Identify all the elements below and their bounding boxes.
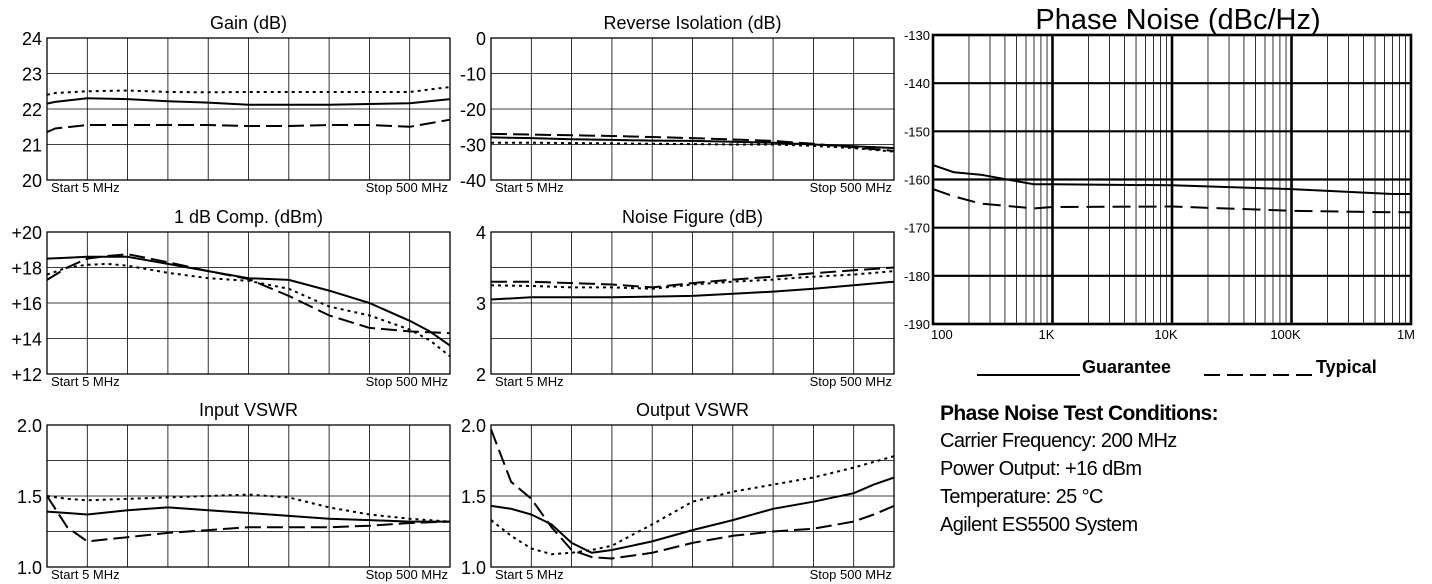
x-start-label: Start 5 MHz [51,374,120,389]
chart-2: Reverse Isolation (dB) 0 -10 -20 -30 -40 Start… [460,13,895,195]
series-line-dashed [46,253,451,335]
series-line-dotted [490,270,895,290]
y-tick-label: +20 [11,223,42,243]
legend-label-guarantee: Guarantee [1082,357,1171,377]
series-line-dashed [491,266,895,289]
y-tick-label: -130 [904,28,930,43]
y-tick-label: 23 [22,65,42,85]
x-tick-label: 100K [1270,327,1301,342]
y-tick-label: 2.0 [461,416,486,436]
chart-title: 1 dB Comp. (dBm) [174,207,323,227]
conditions-heading: Phase Noise Test Conditions: [940,402,1219,425]
y-tick-label: -20 [460,100,486,120]
y-tick-label: 2.0 [17,416,42,436]
series-line-dotted [46,493,451,523]
y-tick-label: -150 [904,124,930,139]
x-stop-label: Stop 500 MHz [366,180,448,195]
x-stop-label: Stop 500 MHz [810,180,892,195]
chart-4: Noise Figure (dB) 4 3 2 Start 5 MHz Stop 500 … [476,207,895,389]
condition-temperature: Temperature: 25 °C [940,486,1103,508]
condition-system: Agilent ES5500 System [940,514,1138,536]
x-start-label: Start 5 MHz [51,180,120,195]
y-tick-label: -30 [460,136,486,156]
series-line-solid [490,280,895,301]
chart-title: Phase Noise (dBc/Hz) [1035,4,1320,36]
series-line-dashed [46,495,451,543]
legend: Guarantee Typical [977,357,1377,377]
plot-frame [490,37,895,181]
y-tick-label: 2 [476,365,486,385]
y-tick-label: -10 [460,65,486,85]
chart-title: Input VSWR [199,400,298,420]
series-line-dashed [490,428,895,560]
y-tick-label: 0 [476,29,486,49]
x-tick-label: 10K [1154,327,1177,342]
y-tick-label: 22 [22,100,42,120]
series-line-solid [46,506,450,523]
x-stop-label: Stop 500 MHz [366,374,448,389]
test-conditions: Phase Noise Test Conditions: Carrier Fre… [940,400,1219,539]
y-tick-label: 1.5 [461,487,486,507]
y-tick-label: +14 [11,330,42,350]
chart-5: Input VSWR 2.0 1.5 1.0 Start 5 MHz Stop 500 M… [17,400,451,582]
series-line-solid [46,97,451,106]
chart-title: Noise Figure (dB) [622,207,763,227]
condition-power-output: Power Output: +16 dBm [940,458,1142,480]
y-tick-label: +12 [11,365,42,385]
y-tick-label: 1.0 [17,558,42,578]
y-tick-label: -160 [904,173,930,188]
series-line-solid [932,164,1411,195]
series-line-dashed [46,118,451,134]
x-start-label: Start 5 MHz [495,180,564,195]
x-stop-label: Stop 500 MHz [366,567,448,582]
series-line-dashed [932,188,1411,214]
y-tick-label: -140 [904,76,930,91]
x-start-label: Start 5 MHz [51,567,120,582]
plot-frame [46,231,451,375]
chart-1: Gain (dB) 24 23 22 21 20 Start 5 MHz Stop 500 M… [22,13,451,195]
y-tick-label: -170 [904,221,930,236]
y-tick-label: -180 [904,269,930,284]
y-tick-label: +18 [11,259,42,279]
y-tick-label: 21 [22,136,42,156]
condition-carrier-frequency: Carrier Frequency: 200 MHz [940,430,1177,452]
x-tick-label: 1M [1397,327,1415,342]
series-line-solid [490,476,895,554]
series-line-dotted [46,262,451,358]
y-tick-label: 24 [22,29,42,49]
x-tick-label: 100 [931,327,953,342]
x-start-label: Start 5 MHz [495,374,564,389]
y-tick-label: -40 [460,171,486,191]
chart-title: Gain (dB) [210,13,287,33]
x-stop-label: Stop 500 MHz [810,374,892,389]
legend-label-typical: Typical [1316,357,1377,377]
x-tick-label: 1K [1039,327,1055,342]
series-line-dotted [46,86,451,96]
y-tick-label: 4 [476,223,486,243]
plot-frame [490,424,895,568]
y-tick-label: -190 [904,317,930,332]
y-tick-label: +16 [11,294,42,314]
chart-6: Output VSWR 2.0 1.5 1.0 Start 5 MHz Stop 500 … [461,400,895,582]
y-tick-label: 1.0 [461,558,486,578]
series-line-dotted [490,455,895,556]
chart-title: Reverse Isolation (dB) [603,13,781,33]
x-stop-label: Stop 500 MHz [810,567,892,582]
plot-frame [490,231,895,375]
series-line-dashed [490,132,895,152]
y-tick-label: 3 [476,294,486,314]
y-tick-label: 1.5 [17,487,42,507]
y-tick-label: 20 [22,171,42,191]
chart-title: Output VSWR [636,400,749,420]
chart-3: 1 dB Comp. (dBm) +20 +18 +16 +14 +12 Start 5 M… [11,207,451,389]
plot-frame [931,33,1413,326]
x-start-label: Start 5 MHz [495,567,564,582]
plot-frame [46,37,451,181]
phase-noise-chart: Phase Noise (dBc/Hz) -130 -140 -150 -160 -170… [904,4,1415,342]
